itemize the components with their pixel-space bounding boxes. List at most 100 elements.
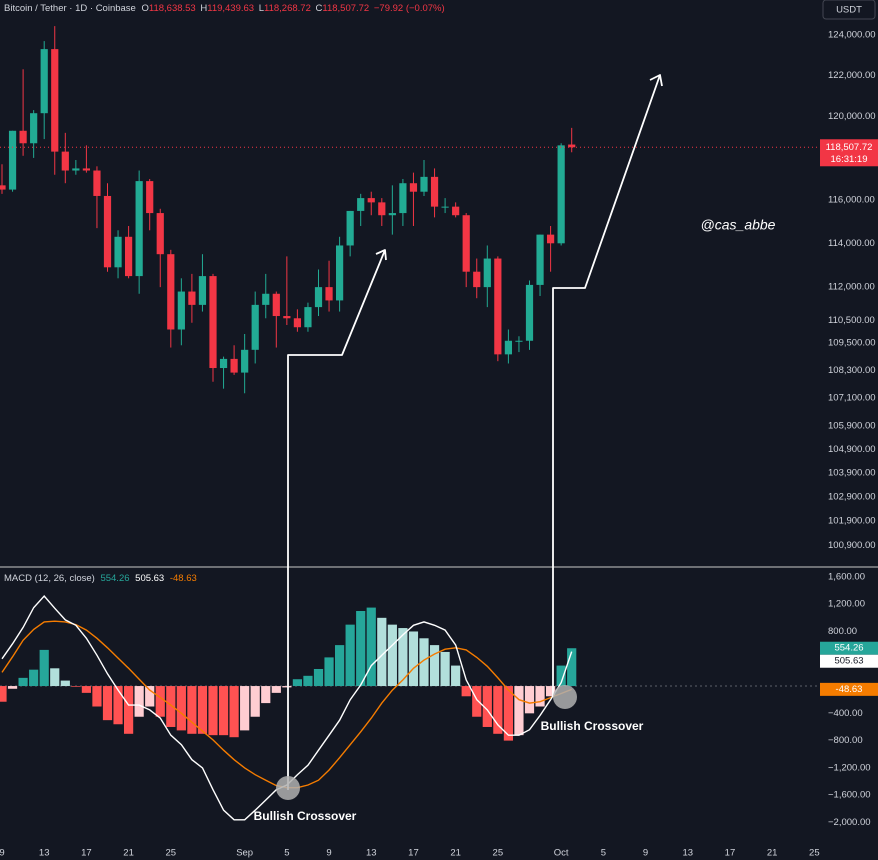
y-tick-label: −1,600.00	[828, 790, 871, 801]
signal-value: -48.63	[170, 573, 197, 584]
candle-body	[188, 291, 196, 305]
x-tick-label: 9	[643, 848, 648, 859]
histogram-bar	[419, 638, 429, 687]
histogram-bar	[429, 645, 440, 687]
histogram-bar	[134, 686, 144, 717]
low-value: 118,268.72	[264, 3, 311, 14]
histogram-bar	[50, 668, 60, 687]
annotation: Bullish Crossover	[254, 809, 357, 823]
y-tick-label: 120,000.00	[828, 111, 876, 122]
histogram-bar	[197, 686, 208, 734]
annotation: Bullish Crossover	[541, 719, 644, 733]
candle-body	[251, 304, 259, 350]
candle-body	[525, 284, 534, 341]
signal-label: -48.63	[836, 684, 863, 695]
y-tick-label: 122,000.00	[828, 70, 876, 81]
arrow-head	[649, 74, 663, 87]
histogram-bar	[387, 624, 397, 687]
candle-body	[483, 258, 491, 288]
candle-body	[378, 202, 386, 216]
currency[interactable]: USDT	[836, 5, 862, 16]
histogram-bar	[356, 611, 366, 687]
x-tick-label: 5	[284, 848, 289, 859]
candle-body	[283, 316, 291, 319]
candle-body	[272, 293, 280, 317]
open-label: O	[141, 3, 148, 14]
candle-body	[125, 236, 133, 277]
candle-body	[241, 349, 249, 373]
histogram-bar	[0, 686, 7, 702]
change: −79.92 (−0.07%)	[374, 3, 445, 14]
histogram-bar	[271, 686, 281, 693]
candle-body	[262, 293, 270, 305]
y-tick-label: 800.00	[828, 626, 857, 637]
arrow	[552, 74, 661, 697]
histogram-bar	[92, 686, 102, 707]
candle-body	[536, 234, 544, 285]
candle-body	[336, 245, 344, 301]
candle-body	[357, 198, 365, 211]
candle-body	[409, 183, 418, 192]
histogram-bar	[102, 686, 113, 721]
candle-body	[314, 287, 323, 308]
y-tick-label: 100,900.00	[828, 540, 876, 551]
y-tick-label: 112,000.00	[828, 282, 875, 293]
y-tick-label: 105,900.00	[828, 420, 876, 431]
histogram-label: 554.26	[834, 643, 863, 654]
x-tick-label: 21	[450, 848, 461, 859]
x-tick-label: 17	[725, 848, 736, 859]
crossover-marker	[553, 685, 577, 709]
candle-body	[167, 254, 175, 330]
candle-body	[230, 358, 238, 373]
histogram-label-box	[820, 641, 878, 655]
histogram-bar	[366, 607, 376, 687]
candle-body	[568, 144, 576, 148]
arrow	[287, 249, 386, 790]
y-tick-label: 107,100.00	[828, 392, 876, 403]
histogram-bar	[451, 665, 461, 687]
histogram-bar	[60, 680, 70, 687]
histogram-bar	[567, 648, 577, 687]
candle-body	[135, 181, 143, 277]
histogram-bar	[282, 686, 292, 688]
y-tick-label: 116,000.00	[828, 195, 875, 206]
y-tick-label: 104,900.00	[828, 444, 876, 455]
open-value: 118,638.53	[149, 3, 196, 14]
histogram-bar	[261, 686, 271, 704]
candle-body	[30, 113, 38, 144]
histogram-bar	[440, 651, 450, 687]
candle-body	[51, 49, 59, 152]
histogram-bar	[187, 686, 197, 734]
candle-body	[430, 176, 439, 207]
histogram-bar	[176, 686, 186, 731]
macd-label-box	[820, 654, 878, 668]
candle-body	[367, 198, 375, 203]
last-price-box	[820, 139, 878, 167]
x-tick-label: 25	[809, 848, 820, 859]
candle-body	[547, 234, 555, 244]
histogram-bar	[398, 628, 408, 687]
x-tick-label: 17	[81, 848, 92, 859]
currency-box[interactable]	[822, 0, 876, 20]
histogram-bar	[408, 631, 419, 687]
candle-body	[8, 130, 17, 190]
histogram-bar	[124, 686, 134, 734]
y-tick-label: −1,200.00	[828, 762, 871, 773]
arrow-head	[375, 249, 387, 261]
candle-body	[504, 340, 512, 355]
histogram-bar	[335, 645, 345, 687]
candle-body	[156, 213, 164, 255]
x-tick-label: 21	[123, 848, 134, 859]
last-price-label: 118,507.72	[826, 142, 873, 153]
candle-body	[473, 271, 481, 288]
histogram-bar	[303, 675, 313, 687]
price-pane	[0, 26, 820, 394]
histogram-bar	[29, 669, 39, 687]
histogram-bar	[461, 686, 471, 697]
histogram-bar	[556, 665, 566, 687]
x-tick-label: 25	[493, 848, 504, 859]
macd-label: 505.63	[834, 656, 863, 667]
y-tick-label: 101,900.00	[828, 516, 876, 527]
candle-body	[293, 318, 301, 328]
